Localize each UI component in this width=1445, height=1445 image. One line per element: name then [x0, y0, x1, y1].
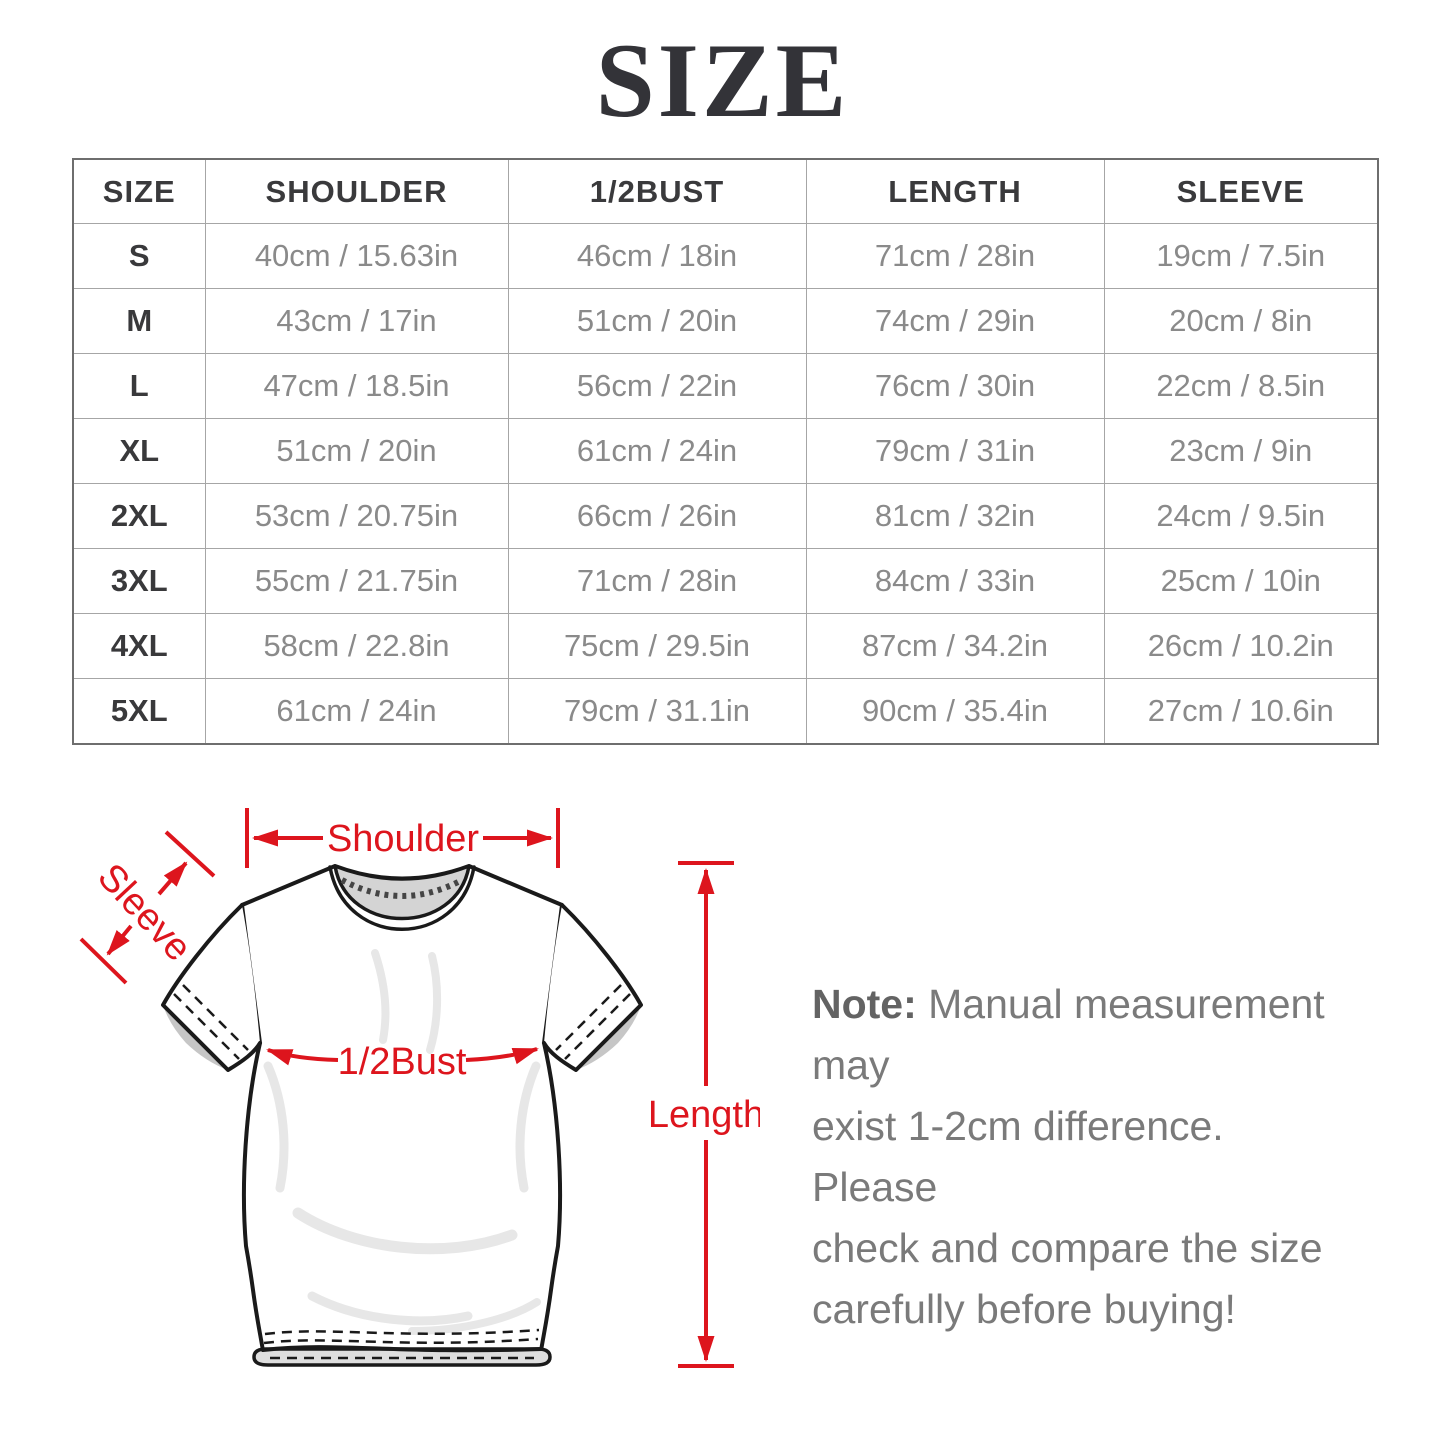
measurement-cell: 87cm / 34.2in: [805, 613, 1105, 679]
hem: [252, 1328, 552, 1367]
measurement-cell: 58cm / 22.8in: [204, 613, 509, 679]
measurement-cell: 76cm / 30in: [805, 353, 1105, 419]
measurement-cell: 55cm / 21.75in: [204, 548, 509, 614]
sleeve-tick-bottom: [79, 937, 128, 985]
measurement-cell: 25cm / 10in: [1103, 548, 1379, 614]
note-line: Note: Manual measurement may: [812, 981, 1325, 1088]
collar-seam: [328, 865, 476, 931]
column-header-length: LENGTH: [805, 158, 1105, 224]
measurement-cell: 51cm / 20in: [204, 418, 509, 484]
left-sleeve: [161, 903, 262, 1072]
collar: [328, 864, 476, 931]
measurement-cell: 79cm / 31.1in: [507, 678, 807, 745]
measurement-cell: 79cm / 31in: [805, 418, 1105, 484]
table-row: 2XL 53cm / 20.75in 66cm / 26in 81cm / 32…: [72, 483, 1379, 549]
measurement-cell: 22cm / 8.5in: [1103, 353, 1379, 419]
measurement-cell: 43cm / 17in: [204, 288, 509, 354]
collar-stitch-tape: [340, 877, 464, 899]
column-header-shoulder: SHOULDER: [204, 158, 509, 224]
page-title: SIZE: [595, 22, 850, 139]
fabric-wrinkles: [263, 949, 541, 1335]
measurement-cell: 47cm / 18.5in: [204, 353, 509, 419]
sleeve-arrow-bottom: [106, 924, 133, 956]
measurement-cell: 75cm / 29.5in: [507, 613, 807, 679]
measurement-cell: 27cm / 10.6in: [1103, 678, 1379, 745]
collar-inside: [333, 864, 471, 921]
bust-dimension: 1/2Bust: [266, 1041, 539, 1083]
column-header-size: SIZE: [72, 158, 206, 224]
column-header-sleeve: SLEEVE: [1103, 158, 1379, 224]
measurement-cell: 81cm / 32in: [805, 483, 1105, 549]
measurement-cell: 61cm / 24in: [507, 418, 807, 484]
right-sleeve: [542, 903, 643, 1072]
table-row: 3XL 55cm / 21.75in 71cm / 28in 84cm / 33…: [72, 548, 1379, 614]
table-row: XL 51cm / 20in 61cm / 24in 79cm / 31in 2…: [72, 418, 1379, 484]
size-cell: S: [72, 223, 206, 289]
shoulder-dimension-label: Shoulder: [327, 818, 479, 860]
measurement-cell: 51cm / 20in: [507, 288, 807, 354]
shoulder-dimension: Shoulder: [245, 808, 560, 868]
note-line: carefully before buying!: [812, 1286, 1236, 1332]
measurement-cell: 24cm / 9.5in: [1103, 483, 1379, 549]
bust-dimension-label: 1/2Bust: [338, 1041, 467, 1083]
measurement-cell: 74cm / 29in: [805, 288, 1105, 354]
size-cell: L: [72, 353, 206, 419]
tshirt-illustration: [161, 864, 643, 1367]
bust-arrow-right: [465, 1047, 539, 1065]
measurement-cell: 26cm / 10.2in: [1103, 613, 1379, 679]
measurement-cell: 84cm / 33in: [805, 548, 1105, 614]
measurement-cell: 53cm / 20.75in: [204, 483, 509, 549]
measurement-cell: 71cm / 28in: [507, 548, 807, 614]
measurement-cell: 61cm / 24in: [204, 678, 509, 745]
hem-band: [252, 1347, 552, 1367]
note-line: check and compare the size: [812, 1225, 1323, 1271]
table-row: 4XL 58cm / 22.8in 75cm / 29.5in 87cm / 3…: [72, 613, 1379, 679]
table-row: 5XL 61cm / 24in 79cm / 31.1in 90cm / 35.…: [72, 678, 1379, 745]
sleeve-dimension-label: Sleeve: [89, 856, 199, 970]
measurement-cell: 66cm / 26in: [507, 483, 807, 549]
note-text: Note: Manual measurement may exist 1-2cm…: [812, 974, 1357, 1340]
note-line: exist 1-2cm difference. Please: [812, 1103, 1224, 1210]
measurement-cell: 71cm / 28in: [805, 223, 1105, 289]
measurement-cell: 19cm / 7.5in: [1103, 223, 1379, 289]
table-row: L 47cm / 18.5in 56cm / 22in 76cm / 30in …: [72, 353, 1379, 419]
bust-arrow-left: [266, 1048, 339, 1066]
tshirt-body: [240, 864, 564, 1353]
length-dimension: Length: [648, 861, 760, 1368]
size-cell: 2XL: [72, 483, 206, 549]
note-label: Note:: [812, 981, 917, 1027]
length-dimension-label: Length: [648, 1094, 760, 1136]
size-cell: XL: [72, 418, 206, 484]
header-row: SIZE SHOULDER 1/2BUST LENGTH SLEEVE: [72, 158, 1379, 224]
measurement-cell: 56cm / 22in: [507, 353, 807, 419]
size-cell: M: [72, 288, 206, 354]
table-row: M 43cm / 17in 51cm / 20in 74cm / 29in 20…: [72, 288, 1379, 354]
size-cell: 3XL: [72, 548, 206, 614]
column-header-bust: 1/2BUST: [507, 158, 807, 224]
size-cell: 4XL: [72, 613, 206, 679]
measurement-cell: 90cm / 35.4in: [805, 678, 1105, 745]
measurement-cell: 46cm / 18in: [507, 223, 807, 289]
size-cell: 5XL: [72, 678, 206, 745]
table-row: S 40cm / 15.63in 46cm / 18in 71cm / 28in…: [72, 223, 1379, 289]
sleeve-tick-top: [164, 830, 216, 878]
measurement-cell: 23cm / 9in: [1103, 418, 1379, 484]
measurement-cell: 20cm / 8in: [1103, 288, 1379, 354]
tshirt-measurement-diagram: Shoulder Sleeve 1/2Bust Length: [79, 808, 760, 1368]
sleeve-arrow-top: [157, 861, 188, 896]
measurement-cell: 40cm / 15.63in: [204, 223, 509, 289]
size-table: SIZE SHOULDER 1/2BUST LENGTH SLEEVE S 40…: [72, 158, 1379, 745]
